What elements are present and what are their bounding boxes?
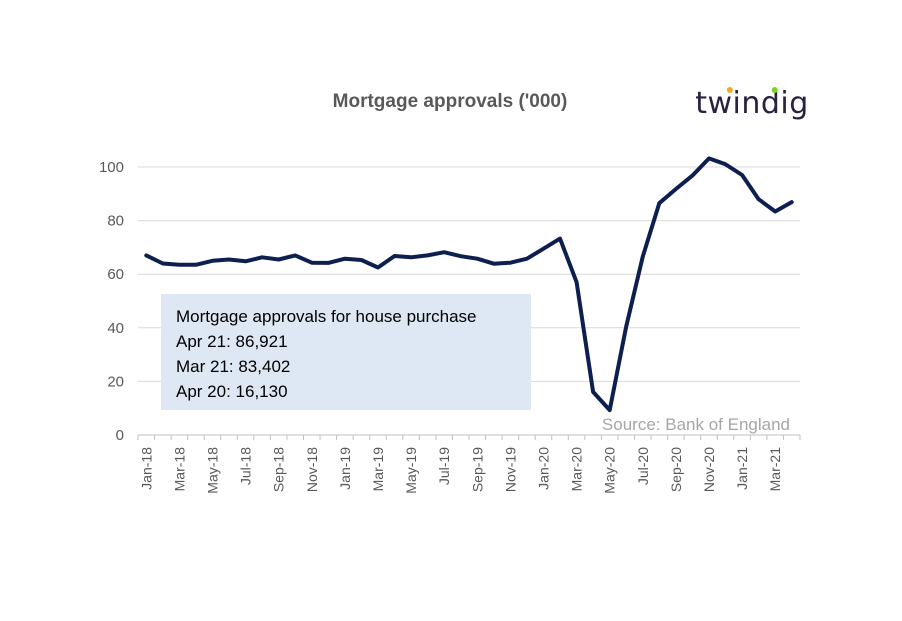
annotation-line-1: Mortgage approvals for house purchase bbox=[176, 307, 477, 326]
x-tick-label: Jul-20 bbox=[635, 447, 651, 485]
y-tick-label: 100 bbox=[99, 159, 124, 176]
x-tick-label: May-20 bbox=[602, 447, 618, 494]
x-tick-label: Jul-18 bbox=[238, 447, 254, 485]
x-tick-label: Sep-19 bbox=[469, 447, 485, 492]
x-tick-label: Jan-21 bbox=[734, 447, 750, 490]
chart-title: Mortgage approvals ('000) bbox=[333, 91, 568, 112]
x-tick-label: May-19 bbox=[403, 447, 419, 494]
annotation-line-4: Apr 20: 16,130 bbox=[176, 382, 288, 401]
x-axis-ticks: Jan-18 Mar-18 May-18 Jul-18 Sep-18 Nov-18 Jan-… bbox=[137, 435, 801, 494]
y-tick-label: 80 bbox=[107, 213, 124, 230]
x-tick-label: Jan-20 bbox=[535, 447, 551, 490]
x-tick-label: Jan-18 bbox=[138, 447, 154, 490]
annotation-line-2: Apr 21: 86,921 bbox=[176, 332, 288, 351]
x-tick-label: Jul-19 bbox=[436, 447, 452, 485]
x-tick-label: Nov-20 bbox=[701, 447, 717, 492]
logo-dot bbox=[771, 87, 778, 93]
x-tick-label: Mar-18 bbox=[171, 447, 187, 492]
annotation-box: Mortgage approvals for house purchase Ap… bbox=[161, 294, 531, 410]
x-tick-label: Jan-19 bbox=[337, 447, 353, 490]
x-tick-label: Nov-18 bbox=[304, 447, 320, 492]
x-tick-label: Sep-20 bbox=[668, 447, 684, 492]
x-tick-label: Mar-19 bbox=[370, 447, 386, 492]
y-tick-label: 40 bbox=[107, 320, 124, 337]
x-tick-label: Mar-21 bbox=[767, 447, 783, 492]
logo-text: twindig bbox=[695, 86, 809, 121]
y-tick-label: 60 bbox=[107, 266, 124, 283]
series bbox=[144, 156, 794, 413]
y-tick-label: 0 bbox=[116, 427, 124, 444]
x-tick-label: Sep-18 bbox=[271, 447, 287, 492]
logo: twindig bbox=[695, 86, 809, 121]
x-tick-label: Nov-19 bbox=[502, 447, 518, 492]
logo-dot bbox=[726, 87, 733, 93]
y-tick-label: 20 bbox=[107, 373, 124, 390]
x-tick-label: May-18 bbox=[204, 447, 220, 494]
x-tick-label: Mar-20 bbox=[569, 447, 585, 492]
source-note: Source: Bank of England bbox=[602, 415, 790, 434]
series-line-0 bbox=[144, 156, 794, 413]
annotation-background bbox=[161, 294, 531, 410]
annotation-line-3: Mar 21: 83,402 bbox=[176, 357, 290, 376]
y-axis-ticks: 0 20 40 60 80 100 bbox=[99, 159, 124, 444]
